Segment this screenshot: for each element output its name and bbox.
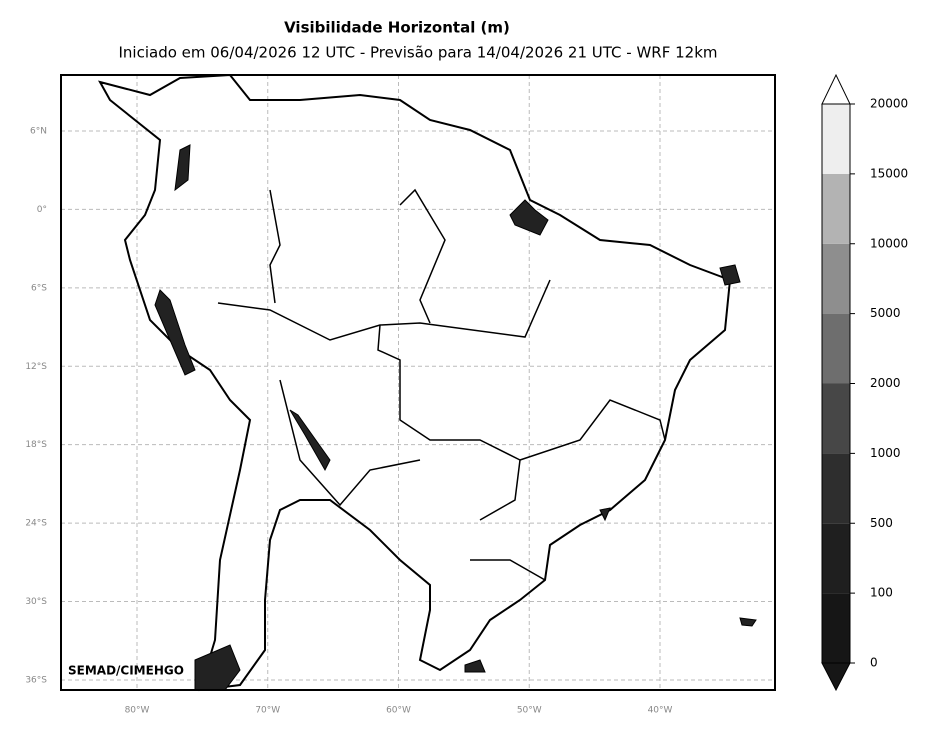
colorbar-tick-label: 5000 bbox=[870, 306, 901, 320]
colorbar-band bbox=[822, 173, 850, 244]
colorbar-band bbox=[822, 593, 850, 663]
colorbar-tick-label: 2000 bbox=[870, 376, 901, 390]
lon-label: 60°W bbox=[386, 706, 411, 716]
colorbar-band bbox=[822, 383, 850, 454]
colorbar-tick-label: 0 bbox=[870, 656, 878, 670]
colorbar-band bbox=[822, 313, 850, 384]
colorbar-tick-label: 10000 bbox=[870, 236, 908, 250]
lon-label: 50°W bbox=[517, 706, 542, 716]
borders bbox=[217, 188, 666, 581]
lat-label: 30°S bbox=[25, 597, 47, 607]
map-frame bbox=[60, 74, 776, 691]
colorbar-tick-label: 1000 bbox=[870, 446, 901, 460]
lon-label: 40°W bbox=[648, 706, 673, 716]
lat-label: 6°N bbox=[30, 127, 47, 137]
credit: SEMAD/CIMEHGO bbox=[68, 664, 184, 678]
colorbar-extend-high bbox=[821, 73, 851, 105]
landmass bbox=[97, 73, 732, 692]
lat-label: 24°S bbox=[25, 519, 47, 529]
lat-label: 6°S bbox=[31, 283, 47, 293]
lat-label: 18°S bbox=[25, 440, 47, 450]
lat-label: 12°S bbox=[25, 362, 47, 372]
title: Visibilidade Horizontal (m) bbox=[284, 19, 510, 37]
low-visibility-areas bbox=[154, 144, 757, 691]
colorbar-band bbox=[822, 523, 850, 594]
colorbar-band bbox=[822, 453, 850, 524]
colorbar-tick-label: 500 bbox=[870, 516, 893, 530]
lat-label: 0° bbox=[37, 205, 47, 215]
colorbar-tick-label: 100 bbox=[870, 586, 893, 600]
colorbar-band bbox=[822, 104, 850, 174]
graticule: 6°N 0° 6°S 12°S 18°S 24°S 30°S 36°S 80°W 70°W 60°W… bbox=[25, 75, 775, 716]
colorbar-tick-label: 15000 bbox=[870, 166, 908, 180]
colorbar-extend-low bbox=[821, 662, 851, 692]
colorbar-band bbox=[822, 243, 850, 314]
subtitle: Iniciado em 06/04/2026 12 UTC - Previsão… bbox=[118, 44, 717, 62]
colorbar-tick-label: 20000 bbox=[870, 97, 908, 111]
lat-label: 36°S bbox=[25, 675, 47, 685]
lon-label: 70°W bbox=[255, 706, 280, 716]
lon-label: 80°W bbox=[125, 706, 150, 716]
colorbar: 0 100 500 1000 2000 5000 10000 15000 20000 bbox=[821, 73, 908, 692]
